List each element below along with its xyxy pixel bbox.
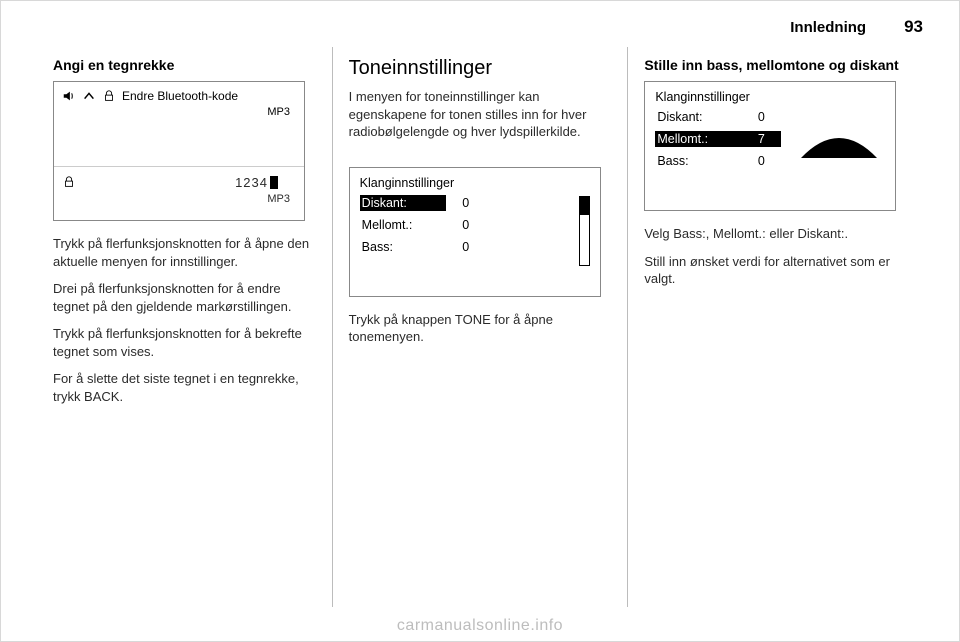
tone-illus1-label-2: Bass: xyxy=(360,240,446,254)
tone-illus2-label-1: Mellomt.: xyxy=(655,131,741,147)
tone-illus1-label-1: Mellomt.: xyxy=(360,218,446,232)
tone-illus1-row-2: Bass: 0 xyxy=(360,236,590,258)
col1-heading: Angi en tegnrekke xyxy=(53,57,316,73)
bt-code-box: 1234 MP3 xyxy=(54,166,304,214)
tone-illus1-scrollbar xyxy=(579,196,590,266)
page-header: Innledning 93 xyxy=(37,17,923,37)
page-number: 93 xyxy=(904,17,923,37)
bt-code-digits: 1234 xyxy=(235,175,268,190)
speaker-icon xyxy=(62,89,76,103)
tone-illus2-val-2: 0 xyxy=(741,154,781,168)
tone-illus1-title: Klanginnstillinger xyxy=(360,176,590,190)
bt-code-value: 1234 xyxy=(235,175,278,190)
chevron-up-icon xyxy=(82,89,96,103)
bt-code-cursor xyxy=(270,176,278,189)
col2-intro: I menyen for toneinnstillinger kan egens… xyxy=(349,88,612,141)
col1-p1: Trykk på flerfunksjonsknotten for å åpne… xyxy=(53,235,316,270)
content-columns: Angi en tegnrekke Endre Bluetooth-kod xyxy=(37,47,923,607)
tone-illus1-val-2: 0 xyxy=(446,240,486,254)
tone-illus1-row-0: Diskant: 0 xyxy=(360,192,590,214)
bt-title-line: Endre Bluetooth-kode xyxy=(62,89,238,103)
col2-p1: Trykk på knappen TONE for å åpne tonemen… xyxy=(349,311,612,346)
bt-title-box: Endre Bluetooth-kode MP3 xyxy=(54,82,304,130)
tone-illus1-label-0: Diskant: xyxy=(360,195,446,211)
tone-settings-illustration-2: Klanginnstillinger Diskant: 0 Mellomt.: … xyxy=(644,81,896,211)
tone-eq-curve xyxy=(801,132,877,158)
tone-illus2-label-2: Bass: xyxy=(655,154,741,168)
column-1: Angi en tegnrekke Endre Bluetooth-kod xyxy=(37,47,332,607)
tone-settings-illustration-1: Klanginnstillinger Diskant: 0 Mellomt.: … xyxy=(349,167,601,297)
tone-illus1-val-0: 0 xyxy=(446,196,486,210)
column-3: Stille inn bass, mellomtone og diskant K… xyxy=(627,47,923,607)
bluetooth-code-illustration: Endre Bluetooth-kode MP3 1234 MP3 xyxy=(53,81,305,221)
col1-p3: Trykk på flerfunksjonsknotten for å bekr… xyxy=(53,325,316,360)
bt-code-sub: MP3 xyxy=(267,193,290,205)
bt-title-sub: MP3 xyxy=(267,106,290,118)
section-title: Innledning xyxy=(790,19,866,36)
tone-illus2-label-0: Diskant: xyxy=(655,110,741,124)
manual-page: Innledning 93 Angi en tegnrekke xyxy=(0,0,960,642)
tone-illus2-val-1: 7 xyxy=(741,131,781,147)
col3-p2: Still inn ønsket verdi for alternativet … xyxy=(644,253,907,288)
tone-illus1-val-1: 0 xyxy=(446,218,486,232)
col1-p2: Drei på flerfunksjonsknotten for å endre… xyxy=(53,280,316,315)
col2-heading: Toneinnstillinger xyxy=(349,57,612,80)
lock-icon xyxy=(102,89,116,103)
bt-title-text: Endre Bluetooth-kode xyxy=(122,89,238,103)
watermark: carmanualsonline.info xyxy=(1,617,959,635)
lock-icon xyxy=(62,175,76,189)
tone-illus2-title: Klanginnstillinger xyxy=(655,90,885,104)
tone-illus1-row-1: Mellomt.: 0 xyxy=(360,214,590,236)
col1-p4: For å slette det siste tegnet i en tegnr… xyxy=(53,370,316,405)
column-2: Toneinnstillinger I menyen for toneinnst… xyxy=(332,47,628,607)
tone-illus2-row-0: Diskant: 0 xyxy=(655,106,885,128)
bt-code-icon-row xyxy=(62,175,76,189)
tone-illus2-val-0: 0 xyxy=(741,110,781,124)
col3-heading: Stille inn bass, mellomtone og diskant xyxy=(644,57,907,73)
col3-p1: Velg Bass:, Mellomt.: eller Diskant:. xyxy=(644,225,907,243)
